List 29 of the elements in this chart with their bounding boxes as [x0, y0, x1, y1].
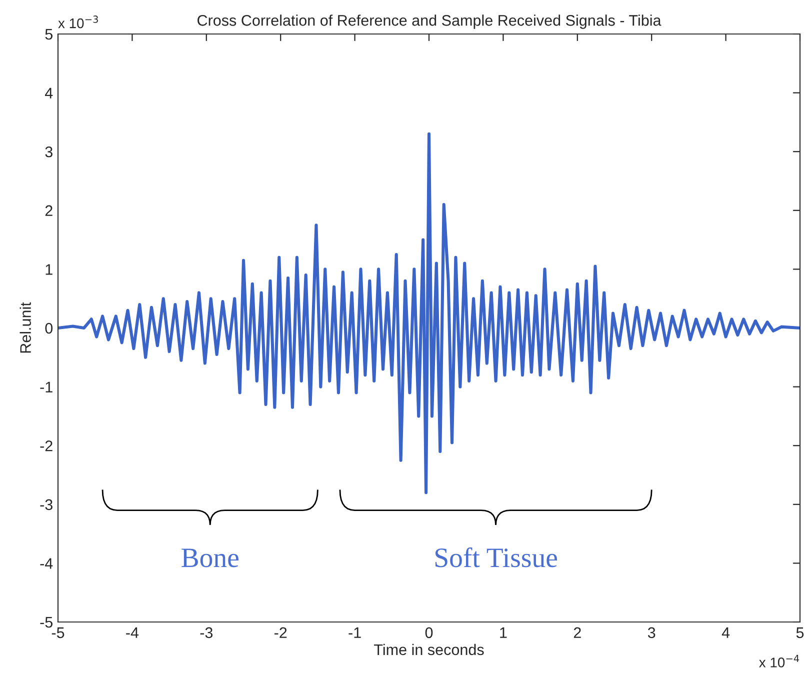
annotation: Soft Tissue [435, 547, 557, 568]
y-tick-label: -1 [40, 382, 52, 392]
y-tick-label: -5 [40, 617, 52, 628]
x-tick-label: 1 [500, 627, 507, 638]
y-tick-label: 3 [45, 146, 52, 158]
x-tick-label: 4 [722, 627, 730, 638]
y-axis-title: Rel.unit [20, 302, 31, 353]
chart-title: Cross Correlation of Reference and Sample Received Signals - Tibia [198, 14, 662, 29]
y-tick-label: 4 [44, 88, 53, 98]
x-tick-label: 3 [648, 627, 656, 638]
y-tick-label: -4 [40, 558, 53, 569]
x-tick-label: -1 [348, 627, 361, 638]
text: x 10$^{−4}$ [759, 654, 800, 668]
y-tick-label: 2 [45, 205, 52, 216]
annotation: Bone [182, 548, 238, 568]
y-tick-label: 0 [45, 322, 53, 334]
y-tick-label: 5 [45, 29, 52, 40]
x-axis-title: Time in seconds [374, 644, 484, 656]
y-tick-label: -2 [40, 440, 52, 452]
x-tick-label: 5 [796, 627, 804, 638]
y-tick-label: 1 [46, 264, 52, 275]
x-tick-label: 0 [425, 627, 433, 638]
x-tick-label: -2 [274, 627, 287, 638]
text: x 10$^{−3}$ [58, 16, 98, 28]
x-tick-label: -3 [200, 627, 213, 638]
line-series [58, 132, 800, 494]
y-tick-label: -3 [40, 499, 52, 510]
x-tick-label: 2 [574, 627, 581, 638]
x-tick-label: -4 [126, 627, 139, 638]
